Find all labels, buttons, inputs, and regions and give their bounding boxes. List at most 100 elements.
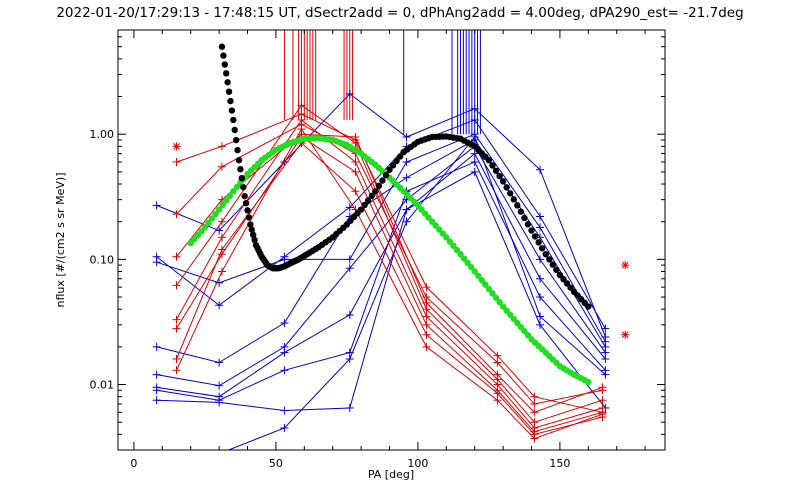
black-fit-point [492,167,500,174]
red-series-point [351,187,360,196]
red-series-point [530,408,539,417]
blue-series-line [156,152,606,398]
red-series-point [530,399,539,408]
black-fit-point [251,236,258,244]
black-fit-point [531,233,539,240]
black-fit-point [503,184,510,191]
red-series-point [172,210,181,219]
black-fit-point [499,178,507,185]
black-fit-point [567,284,574,291]
green-fit-point [215,206,223,213]
black-fit-point [485,156,493,164]
black-fit-point [220,52,227,59]
green-fit-point [478,277,486,284]
x-tick-label: 150 [549,457,570,470]
blue-series-point [280,366,289,375]
green-fit-point [492,294,500,301]
blue-series-point [601,324,610,333]
blue-series-point [152,201,161,210]
red-series-point [297,115,306,124]
red-series-point [493,396,502,405]
black-fit-point [510,196,517,203]
red-series-point [422,320,431,329]
red-series-point [530,392,539,401]
red-series-point [217,267,226,276]
green-fit-point [212,210,219,218]
black-fit-point [223,70,230,77]
black-fit-point [368,192,375,200]
ast-d2 [173,142,180,150]
black-fit-point [227,97,234,105]
black-fit-point [245,214,253,221]
blue-series-point [470,115,479,124]
blue-series-point [280,348,289,357]
blue-series-point [152,396,161,405]
green-fit-point [201,224,209,231]
red-series-point [422,312,431,321]
green-fit-point [489,290,496,297]
green-fit-point [223,197,230,204]
green-fit-point [485,285,493,293]
black-fit-point [357,206,365,213]
black-fit-point [225,88,233,95]
red-series-point [217,162,226,171]
blue-series-point [601,355,610,364]
black-fit-point [514,202,521,209]
x-tick-label: 0 [130,457,137,470]
red-series-point [493,389,502,398]
blue-series-point [402,132,411,141]
green-fit-point [208,215,216,222]
black-fit-point [218,43,226,50]
blue-series-point [152,386,161,395]
red-series-point [172,252,181,261]
black-fit-point [507,190,514,197]
black-fit-point [542,250,549,258]
green-fit-point [475,272,482,280]
blue-series-point [402,173,411,182]
blue-series-point [215,381,224,390]
blue-series-point [470,157,479,166]
blue-series-point [470,104,479,113]
green-fit-point [226,192,233,200]
red-series-point [598,410,607,419]
black-fit-point [240,183,247,191]
blue-series-point [280,406,289,415]
red-series-point [172,315,181,324]
red-series-point [530,434,539,443]
blue-series-point [215,301,224,310]
blue-series-point [470,132,479,141]
blue-series-line [156,161,606,401]
red-series-point [598,396,607,405]
blue-series-point [345,403,354,412]
black-fit-point [556,271,564,279]
black-fit-point [238,174,246,182]
blue-series-point [402,205,411,214]
red-series-line [176,136,603,433]
red-series-line [176,142,603,435]
green-fit-point [457,250,464,258]
blue-series-point [536,320,545,329]
blue-series-point [536,274,545,283]
black-fit-point [365,197,372,204]
series-layer [152,30,630,450]
red-series-point [493,358,502,367]
green-fit-point [205,219,212,227]
red-series-point [422,283,431,292]
black-fit-point [396,153,404,160]
black-fit-point [386,166,393,173]
black-fit-point [247,221,254,228]
blue-series-line [156,93,606,338]
blue-series-point [152,258,161,267]
y-tick-label: 0.10 [90,253,115,266]
blue-series-point [215,358,224,367]
blue-series-point [152,370,161,379]
x-tick-label: 100 [407,457,428,470]
black-fit-point [524,221,532,228]
y-axis-label: nflux [#/(cm2 s sr MeV)] [54,173,67,308]
red-series-point [172,355,181,364]
black-fit-point [546,256,553,263]
blue-series-point [345,355,354,364]
red-series-point [217,217,226,226]
red-asterisk [621,330,630,339]
black-fit-point [521,214,528,222]
